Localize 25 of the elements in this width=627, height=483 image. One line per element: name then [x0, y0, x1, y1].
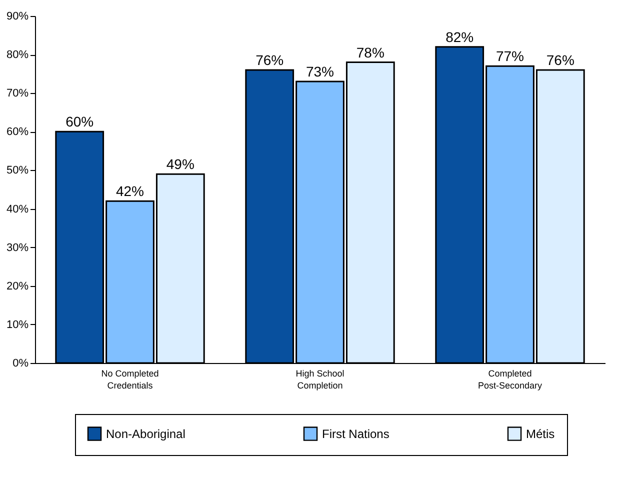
text: 42% [116, 183, 144, 200]
x-tick-label: No Completed Credentials [101, 368, 159, 390]
text: 77% [496, 48, 524, 64]
text: 60% [66, 114, 94, 130]
text: 49% [166, 156, 194, 172]
y-tick-label: 10% [6, 318, 29, 331]
legend-label: Métis [526, 426, 555, 441]
legend-label: Non-Aboriginal [106, 426, 186, 441]
legend-label: First Nations [322, 426, 390, 441]
text: 73% [306, 64, 334, 80]
x-tick-label: Completed Post-Secondary [478, 368, 543, 390]
y-tick-label: 60% [6, 126, 29, 138]
x-tick-label: High School Completion [296, 368, 344, 390]
y-tick-label: 30% [6, 242, 29, 254]
y-tick-label: 0% [12, 358, 29, 370]
y-tick-label: 80% [6, 49, 29, 62]
text: 76% [256, 52, 284, 68]
y-tick-label: 40% [6, 203, 29, 216]
text: 82% [446, 28, 474, 45]
text: 78% [356, 44, 384, 60]
y-tick-label: 20% [6, 280, 29, 292]
y-tick-label: 90% [6, 10, 29, 22]
y-tick-label: 50% [6, 164, 29, 177]
y-tick-label: 70% [6, 88, 29, 100]
text: 76% [546, 52, 574, 68]
